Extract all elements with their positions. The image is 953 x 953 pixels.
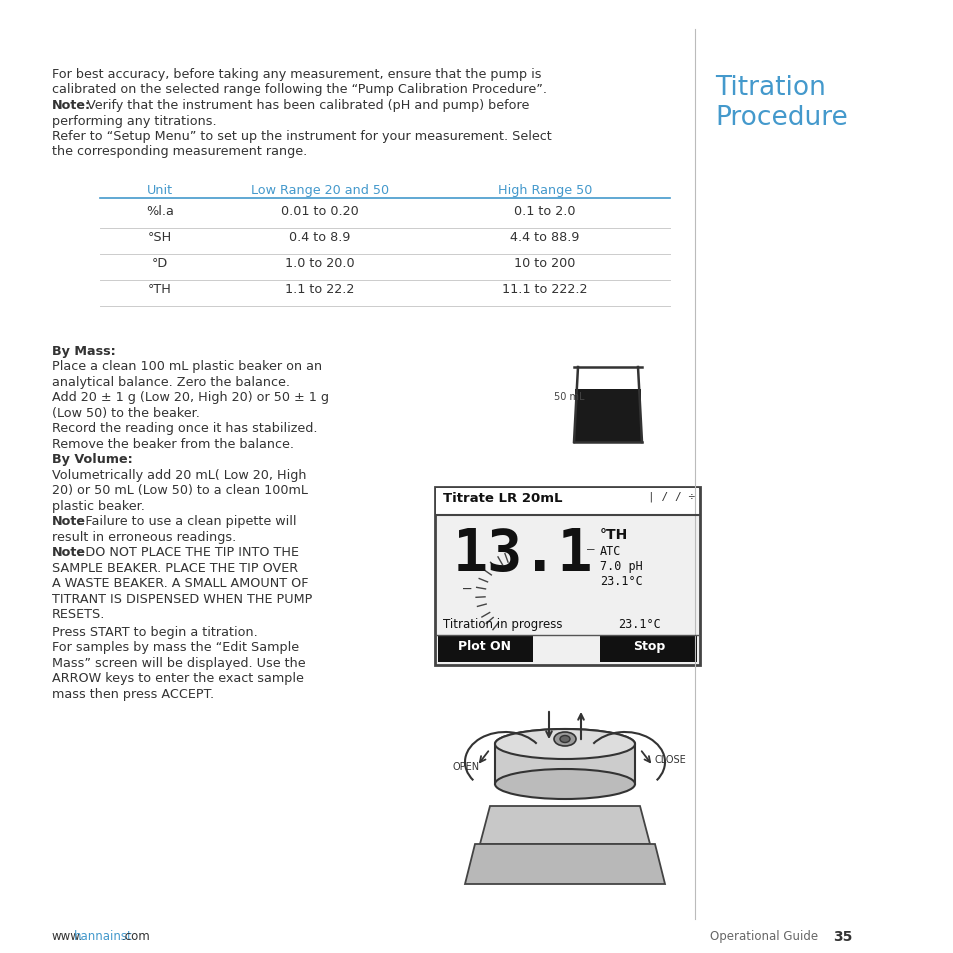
Text: Titrate LR 20mL: Titrate LR 20mL (442, 492, 562, 504)
Text: Note: Note (52, 515, 86, 528)
Ellipse shape (495, 769, 635, 800)
Text: 0.4 to 8.9: 0.4 to 8.9 (289, 231, 351, 244)
Text: Mass” screen will be displayed. Use the: Mass” screen will be displayed. Use the (52, 657, 305, 669)
Text: 0.1 to 2.0: 0.1 to 2.0 (514, 205, 576, 218)
Text: Plot ON: Plot ON (458, 639, 511, 652)
Text: Verify that the instrument has been calibrated (pH and pump) before: Verify that the instrument has been cali… (83, 99, 529, 112)
Text: performing any titrations.: performing any titrations. (52, 114, 216, 128)
Text: 4.4 to 88.9: 4.4 to 88.9 (510, 231, 579, 244)
Text: For best accuracy, before taking any measurement, ensure that the pump is: For best accuracy, before taking any mea… (52, 68, 541, 81)
Ellipse shape (559, 736, 569, 742)
Text: 20) or 50 mL (Low 50) to a clean 100mL: 20) or 50 mL (Low 50) to a clean 100mL (52, 484, 308, 497)
Text: mass then press ACCEPT.: mass then press ACCEPT. (52, 687, 213, 700)
Text: Note: Note (52, 546, 86, 558)
Text: 23.1°C: 23.1°C (599, 575, 642, 587)
Text: TITRANT IS DISPENSED WHEN THE PUMP: TITRANT IS DISPENSED WHEN THE PUMP (52, 593, 312, 605)
Text: (Low 50) to the beaker.: (Low 50) to the beaker. (52, 407, 200, 419)
Text: Volumetrically add 20 mL( Low 20, High: Volumetrically add 20 mL( Low 20, High (52, 469, 306, 481)
Text: 23.1°C: 23.1°C (618, 618, 660, 630)
Text: hannainst: hannainst (74, 929, 132, 942)
Text: RESETS.: RESETS. (52, 608, 105, 620)
Text: result in erroneous readings.: result in erroneous readings. (52, 531, 236, 543)
Text: CLOSE: CLOSE (655, 754, 686, 764)
Text: Unit: Unit (147, 184, 172, 196)
Text: 7.0 pH: 7.0 pH (599, 559, 642, 573)
Text: %l.a: %l.a (146, 205, 173, 218)
Text: °SH: °SH (148, 231, 172, 244)
Text: By Mass:: By Mass: (52, 345, 115, 357)
Text: www.: www. (52, 929, 84, 942)
Bar (599, 637, 697, 662)
Text: Titration: Titration (714, 75, 825, 101)
Text: Operational Guide: Operational Guide (709, 929, 818, 942)
Text: .com: .com (122, 929, 151, 942)
Text: Refer to “Setup Menu” to set up the instrument for your measurement. Select: Refer to “Setup Menu” to set up the inst… (52, 130, 551, 143)
Bar (436, 489, 699, 515)
Text: the corresponding measurement range.: the corresponding measurement range. (52, 146, 307, 158)
Text: plastic beaker.: plastic beaker. (52, 499, 145, 513)
Text: Stop: Stop (632, 639, 664, 652)
Text: 50 mL: 50 mL (554, 392, 584, 401)
Text: calibrated on the selected range following the “Pump Calibration Procedure”.: calibrated on the selected range followi… (52, 84, 546, 96)
Text: OPEN: OPEN (453, 761, 479, 771)
Text: 1.1 to 22.2: 1.1 to 22.2 (285, 283, 355, 295)
Bar (495, 744, 635, 784)
Text: Low Range 20 and 50: Low Range 20 and 50 (251, 184, 389, 196)
Text: Remove the beaker from the balance.: Remove the beaker from the balance. (52, 437, 294, 451)
Text: High Range 50: High Range 50 (497, 184, 592, 196)
Text: 0.01 to 0.20: 0.01 to 0.20 (281, 205, 358, 218)
Text: For samples by mass the “Edit Sample: For samples by mass the “Edit Sample (52, 640, 299, 654)
Text: Procedure: Procedure (714, 105, 847, 131)
Text: °TH: °TH (148, 283, 172, 295)
Polygon shape (479, 806, 649, 844)
Text: ATC: ATC (599, 544, 620, 558)
Text: 1.0 to 20.0: 1.0 to 20.0 (285, 256, 355, 270)
Text: ARROW keys to enter the exact sample: ARROW keys to enter the exact sample (52, 672, 304, 685)
Text: —: — (586, 542, 594, 556)
Text: : DO NOT PLACE THE TIP INTO THE: : DO NOT PLACE THE TIP INTO THE (77, 546, 298, 558)
Text: : Failure to use a clean pipette will: : Failure to use a clean pipette will (77, 515, 296, 528)
Text: °TH: °TH (599, 527, 628, 541)
Text: Titration in progress: Titration in progress (442, 618, 562, 630)
Ellipse shape (554, 732, 576, 746)
Text: | / / ÷: | / / ÷ (647, 492, 695, 502)
Text: 10 to 200: 10 to 200 (514, 256, 575, 270)
Ellipse shape (495, 729, 635, 760)
Bar (435, 488, 700, 665)
Text: 13.1: 13.1 (453, 525, 593, 582)
Text: —: — (462, 582, 471, 597)
Text: Add 20 ± 1 g (Low 20, High 20) or 50 ± 1 g: Add 20 ± 1 g (Low 20, High 20) or 50 ± 1… (52, 391, 329, 404)
Text: Record the reading once it has stabilized.: Record the reading once it has stabilize… (52, 422, 317, 435)
Text: 35: 35 (832, 929, 851, 943)
Text: 11.1 to 222.2: 11.1 to 222.2 (501, 283, 587, 295)
Text: Note:: Note: (52, 99, 91, 112)
Text: °D: °D (152, 256, 168, 270)
Text: SAMPLE BEAKER. PLACE THE TIP OVER: SAMPLE BEAKER. PLACE THE TIP OVER (52, 561, 297, 575)
Text: By Volume:: By Volume: (52, 453, 132, 466)
Text: analytical balance. Zero the balance.: analytical balance. Zero the balance. (52, 375, 290, 389)
Text: A WASTE BEAKER. A SMALL AMOUNT OF: A WASTE BEAKER. A SMALL AMOUNT OF (52, 577, 308, 590)
Polygon shape (464, 844, 664, 884)
Ellipse shape (495, 729, 635, 760)
Bar (437, 637, 533, 662)
Text: Press START to begin a titration.: Press START to begin a titration. (52, 625, 257, 639)
Bar (575, 390, 640, 442)
Text: Place a clean 100 mL plastic beaker on an: Place a clean 100 mL plastic beaker on a… (52, 360, 322, 374)
